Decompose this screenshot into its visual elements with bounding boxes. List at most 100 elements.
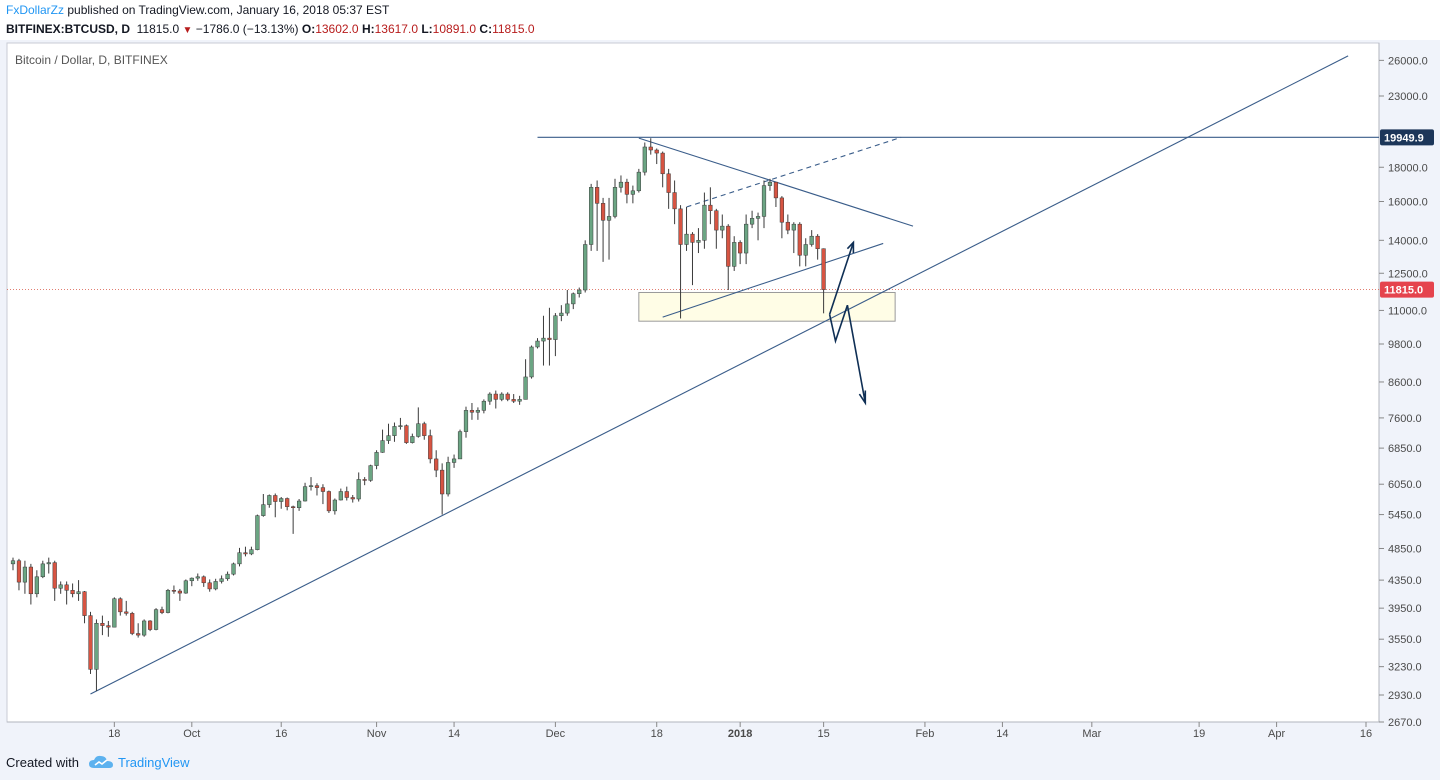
candle-body xyxy=(636,171,641,192)
candle-body xyxy=(398,425,403,427)
close-value: 11815.0 xyxy=(492,22,535,36)
candle-body xyxy=(338,491,343,501)
candle-body xyxy=(326,491,331,512)
date-tick-label: 18 xyxy=(108,728,120,740)
candle-body xyxy=(690,233,695,243)
candle-body xyxy=(744,223,749,254)
candle-body xyxy=(761,185,767,217)
candle-body xyxy=(755,216,761,219)
candle-body xyxy=(332,499,337,512)
candle-body xyxy=(738,242,743,254)
price-tick-label: 5450.0 xyxy=(1388,510,1422,522)
price-tick-label: 3230.0 xyxy=(1388,662,1422,674)
candle-body xyxy=(606,216,612,221)
candle-body xyxy=(767,181,773,186)
candle-body xyxy=(380,440,385,453)
support-zone-box xyxy=(638,291,896,322)
candle-body xyxy=(410,436,415,443)
candle-body xyxy=(237,552,242,565)
candle-body xyxy=(600,203,606,221)
date-tick-label: Mar xyxy=(1082,728,1101,740)
candle-body xyxy=(10,560,16,565)
candle-body xyxy=(726,225,731,267)
drawings-layer xyxy=(7,55,1379,695)
candle-body xyxy=(487,393,492,402)
dashed-channel-line xyxy=(686,136,902,208)
chart-title: Bitcoin / Dollar, D, BITFINEX xyxy=(15,53,168,67)
candle-body xyxy=(64,584,69,591)
date-tick-label: Nov xyxy=(367,728,387,740)
price-chart[interactable]: Bitcoin / Dollar, D, BITFINEX 26000.0 230… xyxy=(0,40,1440,742)
candle-body xyxy=(577,289,582,294)
candle-body xyxy=(773,181,779,199)
candle-body xyxy=(392,426,397,436)
candle-body xyxy=(678,208,683,245)
candle-body xyxy=(529,346,534,378)
candle-body xyxy=(171,590,177,592)
candle-body xyxy=(589,187,594,245)
candle-body xyxy=(225,573,230,580)
candle-body xyxy=(708,204,713,211)
candle-body xyxy=(666,173,671,193)
candle-body xyxy=(404,425,409,443)
candle-body xyxy=(58,584,63,589)
candle-body xyxy=(213,581,218,590)
candle-body xyxy=(16,560,22,583)
low-label: L: xyxy=(421,22,433,36)
candle-body xyxy=(749,218,755,225)
candle-body xyxy=(243,552,248,555)
candle-body xyxy=(571,293,576,305)
candle-body xyxy=(279,498,284,502)
date-tick-label: Apr xyxy=(1268,728,1285,740)
candle-body xyxy=(428,435,433,460)
candle-body xyxy=(130,613,135,634)
candle-body xyxy=(118,598,123,613)
candle-body xyxy=(535,340,540,348)
date-tick-label: 16 xyxy=(275,728,287,740)
candle-body xyxy=(344,491,349,498)
candle-body xyxy=(46,562,51,565)
candle-body xyxy=(523,376,528,400)
price-tick-label: 2930.0 xyxy=(1388,690,1422,702)
date-tick-label: 18 xyxy=(651,728,663,740)
tradingview-link[interactable]: TradingView xyxy=(118,755,190,770)
candle-body xyxy=(654,149,659,154)
candle-body xyxy=(195,576,200,579)
candle-body xyxy=(136,633,141,636)
candle-body xyxy=(434,458,439,471)
candle-body xyxy=(511,399,516,402)
candle-body xyxy=(696,240,701,243)
price-tick-label: 4350.0 xyxy=(1388,575,1422,587)
price-tick-label: 23000.0 xyxy=(1388,91,1428,103)
candle-body xyxy=(308,485,314,487)
candle-body xyxy=(422,423,427,436)
candle-body xyxy=(296,500,302,508)
date-tick-label: 14 xyxy=(996,728,1008,740)
publish-line: FxDollarZz published on TradingView.com,… xyxy=(6,3,389,17)
candle-body xyxy=(499,393,504,400)
last-price-badge-background xyxy=(1380,281,1434,298)
high-label: H: xyxy=(361,22,375,36)
candle-body xyxy=(809,235,814,245)
candle-body xyxy=(70,590,75,595)
date-tick-label: 19 xyxy=(1193,728,1205,740)
candle-body xyxy=(583,244,588,291)
candle-body xyxy=(94,623,99,670)
candle-body xyxy=(416,423,421,437)
candle-body xyxy=(559,312,564,317)
candle-body xyxy=(720,225,725,231)
author-link[interactable]: FxDollarZz xyxy=(6,3,65,17)
close-label: C: xyxy=(479,22,493,36)
price-tick-label: 9800.0 xyxy=(1388,339,1422,351)
candle-body xyxy=(446,462,451,495)
candle-body xyxy=(82,591,87,616)
candle-body xyxy=(553,315,558,340)
candle-body xyxy=(147,620,153,630)
candle-body xyxy=(821,248,826,290)
candle-body xyxy=(595,187,600,204)
candle-body xyxy=(797,223,802,256)
candle-body xyxy=(261,504,266,516)
candle-body xyxy=(612,187,618,217)
level-badge-text: 19949.9 xyxy=(1384,132,1424,144)
candle-body xyxy=(350,497,355,500)
